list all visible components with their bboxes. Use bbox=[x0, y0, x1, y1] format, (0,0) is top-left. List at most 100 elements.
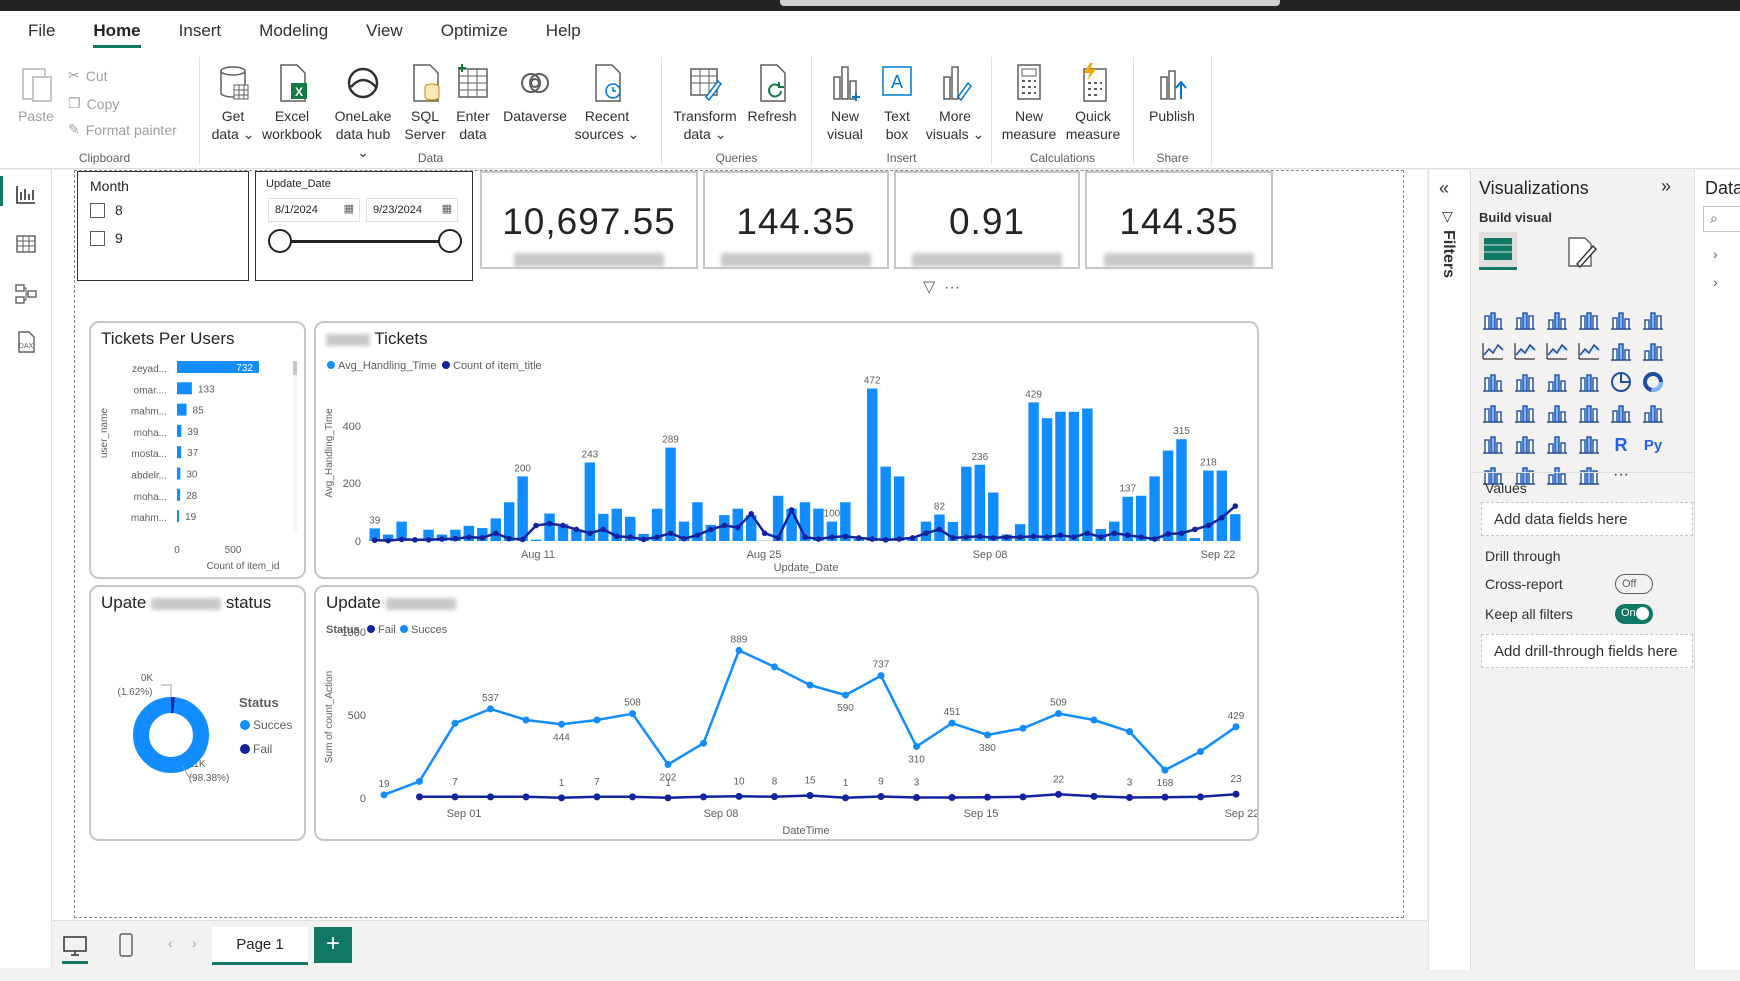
clustered-bar-visual-icon[interactable] bbox=[1545, 308, 1569, 332]
100-area-visual-icon[interactable] bbox=[1577, 339, 1601, 363]
map-visual-icon[interactable] bbox=[1513, 401, 1537, 425]
start-date-input[interactable]: 8/1/2024 ▦ bbox=[268, 198, 360, 222]
expand-table-icon[interactable]: › bbox=[1713, 274, 1718, 290]
100-column-visual-icon[interactable] bbox=[1641, 308, 1665, 332]
update-line-visual[interactable]: Update Status Fail Succes Sum of count_A… bbox=[314, 585, 1259, 841]
values-field-well[interactable]: Add data fields here bbox=[1481, 502, 1693, 536]
enter-data-button[interactable]: Enter data bbox=[450, 63, 496, 143]
trophy-visual-icon[interactable] bbox=[1545, 463, 1569, 487]
sql-server-button[interactable]: SQL Server bbox=[402, 63, 448, 143]
excel-workbook-button[interactable]: X Excel workbook bbox=[260, 63, 324, 143]
mobile-layout-icon[interactable] bbox=[118, 933, 134, 957]
publish-button[interactable]: Publish bbox=[1140, 63, 1204, 125]
transform-data-button[interactable]: Transform data ⌄ bbox=[670, 63, 740, 143]
next-page-icon[interactable]: › bbox=[192, 935, 197, 951]
card-visual-icon[interactable] bbox=[1609, 401, 1633, 425]
line-visual-icon[interactable] bbox=[1481, 339, 1505, 363]
line-column-visual-icon[interactable] bbox=[1609, 339, 1633, 363]
key-influencers-visual-icon[interactable] bbox=[1481, 463, 1505, 487]
dataverse-button[interactable]: Dataverse bbox=[498, 63, 572, 125]
recent-sources-button[interactable]: Recent sources ⌄ bbox=[574, 63, 640, 143]
add-page-button[interactable]: + bbox=[314, 927, 352, 963]
menu-optimize[interactable]: Optimize bbox=[440, 21, 508, 40]
gauge-visual-icon[interactable] bbox=[1577, 401, 1601, 425]
format-visual-tab[interactable] bbox=[1563, 234, 1601, 272]
filter-icon[interactable]: ▽ bbox=[923, 279, 936, 296]
calendar-icon[interactable]: ▦ bbox=[441, 203, 452, 215]
table-view-icon[interactable] bbox=[14, 232, 38, 256]
paginated-visual-icon[interactable] bbox=[1513, 463, 1537, 487]
text-box-button[interactable]: A Text box bbox=[872, 63, 922, 143]
kpi-visual-icon[interactable] bbox=[1481, 432, 1505, 456]
r-script-visual-icon[interactable]: R bbox=[1609, 432, 1633, 456]
month-option-8[interactable]: 8 bbox=[90, 202, 123, 218]
expand-table-icon[interactable]: › bbox=[1713, 246, 1718, 262]
page-tab[interactable]: Page 1 bbox=[212, 927, 308, 965]
report-view-icon[interactable] bbox=[14, 182, 38, 206]
tickets-visual[interactable]: Tickets Avg_Handling_Time Count of item_… bbox=[314, 321, 1259, 579]
ribbon-visual-icon[interactable] bbox=[1641, 339, 1665, 363]
data-search-input[interactable]: ⌕ bbox=[1703, 206, 1740, 232]
range-start-handle[interactable] bbox=[268, 229, 292, 253]
narrative-visual-icon[interactable] bbox=[1577, 463, 1601, 487]
dax-query-icon[interactable]: DAX bbox=[14, 330, 38, 354]
matrix-visual-icon[interactable] bbox=[1577, 432, 1601, 456]
area-visual-icon[interactable] bbox=[1513, 339, 1537, 363]
100-bar-visual-icon[interactable] bbox=[1609, 308, 1633, 332]
donut-visual-icon[interactable] bbox=[1641, 370, 1665, 394]
table-visual-icon[interactable] bbox=[1545, 432, 1569, 456]
new-measure-button[interactable]: New measure bbox=[998, 63, 1060, 143]
quick-measure-button[interactable]: Quick measure bbox=[1062, 63, 1124, 143]
calendar-icon[interactable]: ▦ bbox=[343, 203, 354, 215]
stacked-bar-visual-icon[interactable] bbox=[1481, 308, 1505, 332]
build-visual-tab[interactable] bbox=[1479, 232, 1517, 270]
filters-pane-collapsed[interactable]: « ▽ Filters bbox=[1428, 170, 1470, 970]
column-line-visual-icon[interactable] bbox=[1513, 370, 1537, 394]
keep-filters-toggle[interactable]: On bbox=[1615, 604, 1653, 624]
cut-button[interactable]: ✂ Cut bbox=[68, 67, 108, 84]
status-donut-visual[interactable]: Upate status 0K (1.62%) 11K (98.38%) Sta… bbox=[89, 585, 306, 841]
more-visuals-button[interactable]: More visuals ⌄ bbox=[924, 63, 986, 143]
collapse-right-icon[interactable]: » bbox=[1661, 176, 1672, 196]
waterfall-visual-icon[interactable] bbox=[1481, 370, 1505, 394]
range-end-handle[interactable] bbox=[438, 229, 462, 253]
filled-map-visual-icon[interactable] bbox=[1545, 401, 1569, 425]
funnel-visual-icon[interactable] bbox=[1545, 370, 1569, 394]
menu-home[interactable]: Home bbox=[93, 21, 141, 48]
more-visual-icon[interactable]: ··· bbox=[1609, 463, 1633, 487]
tickets-per-users-visual[interactable]: Tickets Per Users user_name Count of ite… bbox=[89, 321, 306, 579]
cross-report-toggle[interactable]: Off bbox=[1615, 574, 1653, 594]
menu-file[interactable]: File bbox=[28, 21, 56, 40]
more-options-icon[interactable]: ··· bbox=[944, 279, 961, 296]
collapse-left-icon[interactable]: « bbox=[1439, 178, 1450, 198]
end-date-input[interactable]: 9/23/2024 ▦ bbox=[366, 198, 458, 222]
format-painter-button[interactable]: ✎ Format painter bbox=[68, 121, 177, 138]
onelake-button[interactable]: OneLake data hub ⌄ bbox=[328, 63, 398, 161]
copy-button[interactable]: ❐ Copy bbox=[68, 95, 119, 112]
paste-button[interactable]: Paste bbox=[16, 63, 56, 125]
month-option-9[interactable]: 9 bbox=[90, 230, 123, 246]
new-visual-button[interactable]: New visual bbox=[820, 63, 870, 143]
treemap-visual-icon[interactable] bbox=[1481, 401, 1505, 425]
pie-visual-icon[interactable] bbox=[1609, 370, 1633, 394]
model-view-icon[interactable] bbox=[14, 282, 38, 306]
python-visual-icon[interactable]: Py bbox=[1641, 432, 1665, 456]
desktop-layout-icon[interactable] bbox=[62, 935, 88, 957]
menu-insert[interactable]: Insert bbox=[178, 21, 222, 40]
refresh-button[interactable]: Refresh bbox=[744, 63, 800, 125]
title-search-box[interactable] bbox=[780, 0, 1280, 6]
scatter-visual-icon[interactable] bbox=[1577, 370, 1601, 394]
menu-view[interactable]: View bbox=[366, 21, 403, 40]
stacked-area-visual-icon[interactable] bbox=[1545, 339, 1569, 363]
menu-modeling[interactable]: Modeling bbox=[259, 21, 329, 40]
prev-page-icon[interactable]: ‹ bbox=[168, 935, 173, 951]
slicer-visual-icon[interactable] bbox=[1513, 432, 1537, 456]
scrollbar-thumb[interactable] bbox=[293, 361, 297, 375]
stacked-column-visual-icon[interactable] bbox=[1513, 308, 1537, 332]
get-data-button[interactable]: Get data ⌄ bbox=[210, 63, 256, 143]
scrollbar-track[interactable] bbox=[293, 361, 297, 531]
clustered-column-visual-icon[interactable] bbox=[1577, 308, 1601, 332]
multirow-card-visual-icon[interactable] bbox=[1641, 401, 1665, 425]
drill-through-field-well[interactable]: Add drill-through fields here bbox=[1481, 634, 1693, 668]
menu-help[interactable]: Help bbox=[545, 21, 581, 40]
